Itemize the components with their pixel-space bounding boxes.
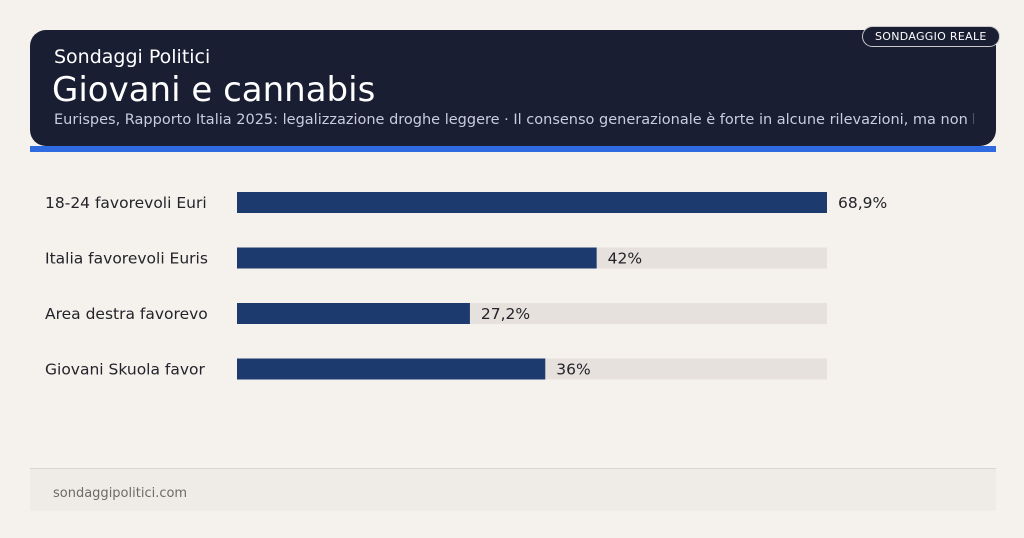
header-banner: Sondaggi Politici Giovani e cannabis Eur…	[30, 30, 996, 146]
value-label: 68,9%	[838, 194, 887, 212]
header-kicker: Sondaggi Politici	[54, 46, 211, 68]
bar	[237, 303, 470, 324]
page-title: Giovani e cannabis	[52, 70, 376, 110]
bar	[237, 192, 827, 213]
footer: sondaggipolitici.com	[30, 468, 996, 511]
bar-row: 18-24 favorevoli Euri 68,9%	[45, 192, 887, 213]
category-label: 18-24 favorevoli Euri	[45, 194, 207, 212]
bar	[237, 247, 597, 269]
value-label: 42%	[608, 250, 642, 268]
header-accent-line	[30, 146, 996, 152]
bar-row: Giovani Skuola favor 36%	[45, 358, 827, 380]
bar-chart: 18-24 favorevoli Euri 68,9% Italia favorev…	[45, 192, 887, 380]
header-subtitle: Eurispes, Rapporto Italia 2025: legalizz…	[54, 112, 974, 128]
bar-row: Italia favorevoli Euris 42%	[45, 247, 827, 269]
category-label: Giovani Skuola favor	[45, 361, 206, 379]
value-label: 36%	[556, 361, 590, 379]
bar	[237, 358, 546, 380]
bar-row: Area destra favorevo 27,2%	[45, 303, 827, 324]
value-label: 27,2%	[481, 305, 530, 323]
category-label: Italia favorevoli Euris	[45, 250, 208, 268]
status-badge: SONDAGGIO REALE	[862, 26, 1000, 47]
footer-site-link[interactable]: sondaggipolitici.com	[53, 486, 188, 501]
category-label: Area destra favorevo	[45, 305, 208, 323]
